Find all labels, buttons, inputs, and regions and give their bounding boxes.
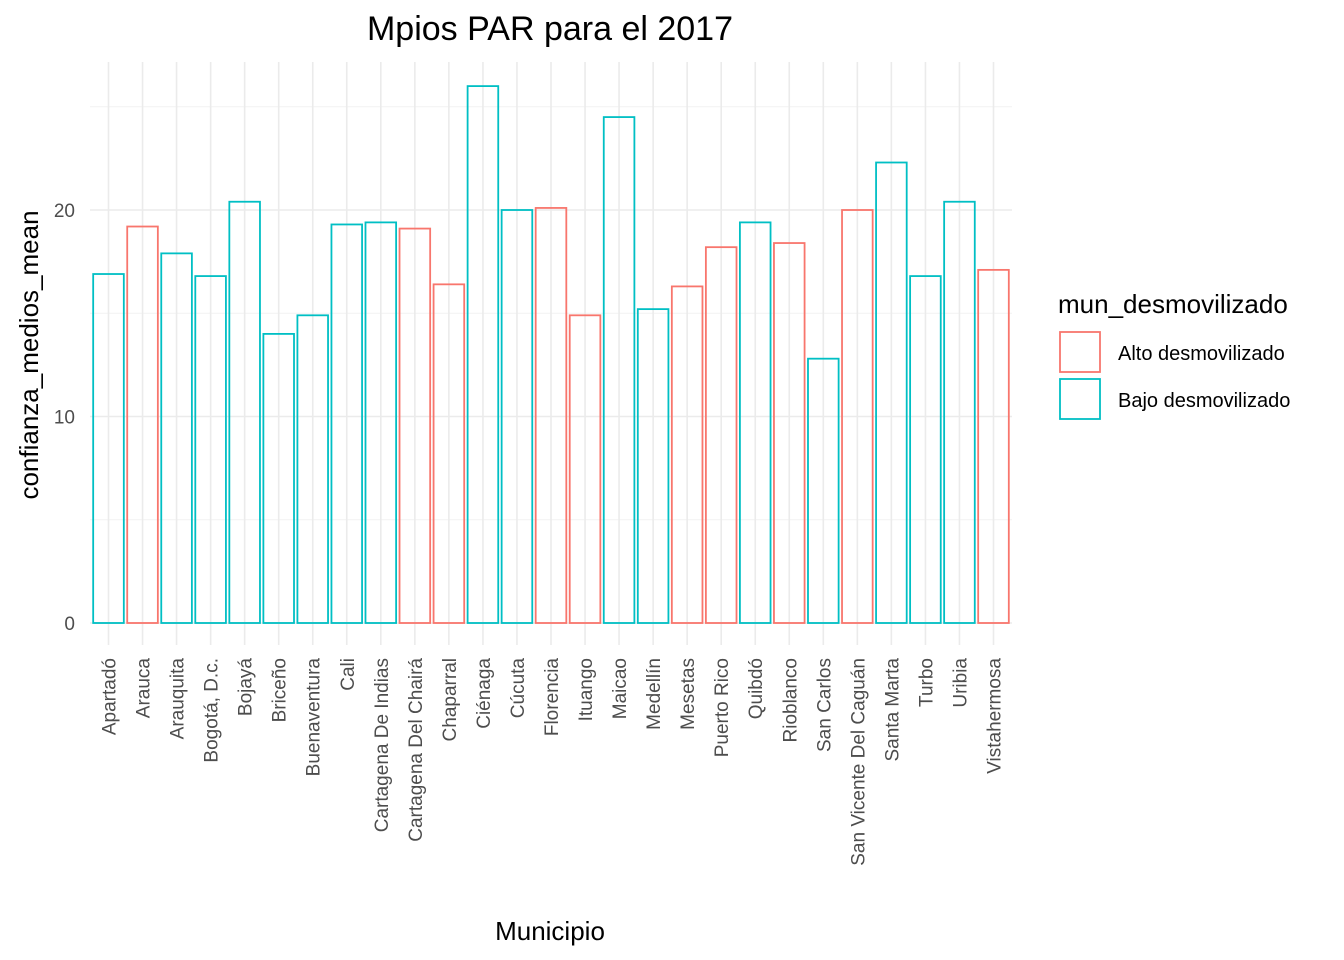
- x-tick-label: Briceño: [270, 658, 291, 722]
- y-axis-title: confianza_medios_mean: [14, 210, 44, 499]
- bar: [364, 221, 398, 624]
- x-tick-label: Ituango: [576, 658, 597, 721]
- bar: [909, 275, 942, 624]
- bar: [534, 207, 568, 624]
- x-tick-label: Cartagena Del Chairá: [406, 658, 427, 842]
- x-tick-label: Turbo: [916, 658, 937, 707]
- x-tick-label: Apartadó: [100, 658, 121, 735]
- bar: [807, 357, 840, 624]
- legend-label: Alto desmovilizado: [1118, 343, 1285, 365]
- x-tick-label: Vistahermosa: [985, 658, 1006, 774]
- x-tick-label: Santa Marta: [882, 658, 903, 762]
- bar: [194, 275, 227, 624]
- bar: [126, 225, 159, 624]
- bar: [773, 242, 806, 624]
- bar: [977, 268, 1010, 624]
- bar: [160, 252, 193, 624]
- x-tick-label: Maicao: [610, 658, 631, 719]
- x-tick-label: Arauca: [134, 658, 155, 719]
- x-tick-label: Ciénaga: [474, 658, 495, 729]
- bar: [602, 116, 636, 624]
- x-tick-label: Puerto Rico: [712, 658, 733, 757]
- x-tick-label: Cúcuta: [508, 658, 529, 719]
- bar: [500, 209, 534, 624]
- chart-title: Mpios PAR para el 2017: [367, 10, 733, 48]
- x-tick-label: Medellín: [644, 658, 665, 730]
- x-tick-label: Rioblanco: [780, 658, 801, 743]
- bar: [262, 332, 295, 624]
- bar: [92, 273, 125, 624]
- bar: [296, 314, 329, 624]
- legend-key: [1059, 378, 1101, 420]
- legend-title: mun_desmovilizado: [1058, 289, 1288, 319]
- x-tick-label: Cali: [338, 658, 359, 691]
- x-tick-label: Mesetas: [678, 658, 699, 730]
- x-tick-label: San Carlos: [814, 658, 835, 752]
- legend: mun_desmovilizado Alto desmovilizado Bajo…: [1058, 289, 1290, 420]
- bars-group: [92, 85, 1010, 624]
- bar: [466, 85, 500, 624]
- bar: [398, 227, 432, 624]
- x-axis-ticks: Apartadó Arauca Arauquita Bogotá, D.c. Bojay…: [100, 658, 1006, 866]
- bar: [568, 314, 602, 624]
- x-tick-label: San Vicente Del Caguán: [848, 658, 869, 866]
- x-axis-title: Municipio: [495, 916, 605, 946]
- x-tick-label: Bojayá: [236, 658, 257, 717]
- bar: [330, 223, 363, 624]
- grid-lines: [90, 62, 1012, 645]
- y-tick-label: 10: [54, 408, 75, 429]
- x-tick-label: Cartagena De Indias: [372, 658, 393, 832]
- legend-label: Bajo desmovilizado: [1118, 390, 1290, 412]
- bar: [943, 200, 976, 624]
- bar: [704, 246, 738, 624]
- x-tick-label: Chaparral: [440, 658, 461, 741]
- y-axis-ticks: 0 10 20: [54, 201, 75, 635]
- x-tick-label: Arauquita: [168, 658, 189, 740]
- bar: [841, 209, 874, 624]
- y-tick-label: 20: [54, 201, 75, 222]
- x-tick-label: Buenaventura: [304, 658, 325, 777]
- x-tick-label: Uribia: [951, 658, 972, 708]
- x-tick-label: Florencia: [542, 658, 563, 737]
- x-tick-label: Bogotá, D.c.: [202, 658, 223, 763]
- bar: [875, 161, 908, 624]
- bar: [432, 283, 466, 624]
- y-tick-label: 0: [64, 614, 75, 635]
- legend-key: [1059, 331, 1101, 373]
- bar: [739, 221, 772, 624]
- bar: [670, 285, 704, 624]
- bar: [228, 200, 261, 624]
- bar: [636, 308, 670, 624]
- x-tick-label: Quibdó: [746, 658, 767, 719]
